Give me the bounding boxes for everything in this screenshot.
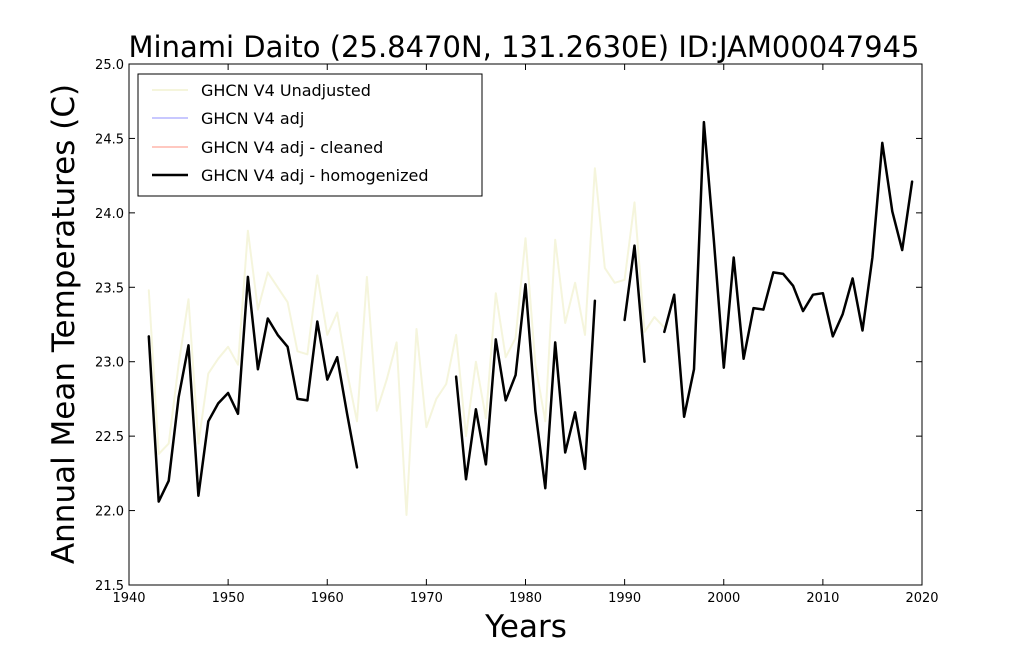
series-line-3-segment-2	[623, 244, 646, 363]
legend: GHCN V4 Unadjusted GHCN V4 adj GHCN V4 a…	[137, 73, 483, 197]
y-tick-label: 24.0	[95, 207, 124, 222]
y-tick-label: 23.0	[95, 356, 124, 371]
x-tick-label: 2010	[806, 591, 839, 606]
y-tick-label: 25.0	[95, 58, 124, 73]
legend-label-unadjusted: GHCN V4 Unadjusted	[201, 81, 371, 100]
y-tick-label: 24.5	[95, 132, 124, 147]
legend-label-adj: GHCN V4 adj	[201, 109, 304, 128]
ticks-layer: 1940 1950 1960 1970 1980 1990 2000 2010 2020 21.5…	[95, 58, 939, 606]
y-axis-label: Annual Mean Temperatures (C)	[46, 84, 82, 564]
series-line-3-segment-3	[663, 120, 914, 419]
y-tick-label: 22.0	[95, 505, 124, 520]
x-tick-label: 2020	[905, 591, 938, 606]
x-tick-label: 1940	[112, 591, 145, 606]
series-layer	[147, 120, 914, 516]
x-tick-label: 1950	[212, 591, 245, 606]
series-line-3-segment-0	[147, 275, 359, 503]
series-line-3-segment-1	[454, 283, 597, 490]
legend-label-adj-cleaned: GHCN V4 adj - cleaned	[201, 138, 383, 157]
x-tick-label: 1970	[410, 591, 443, 606]
y-tick-label: 22.5	[95, 430, 124, 445]
legend-label-adj-homogenized: GHCN V4 adj - homogenized	[201, 166, 429, 185]
x-tick-label: 1960	[311, 591, 344, 606]
x-tick-label: 2000	[707, 591, 740, 606]
x-tick-label: 1990	[608, 591, 641, 606]
x-tick-label: 1980	[509, 591, 542, 606]
plot-frame	[128, 63, 923, 586]
series-line-0-segment-0	[147, 167, 666, 516]
legend-box	[137, 73, 483, 197]
x-axis-label: Years	[484, 609, 567, 645]
y-tick-label: 21.5	[95, 579, 124, 594]
y-tick-label: 23.5	[95, 281, 124, 296]
chart-title: Minami Daito (25.8470N, 131.2630E) ID:JA…	[128, 30, 919, 64]
